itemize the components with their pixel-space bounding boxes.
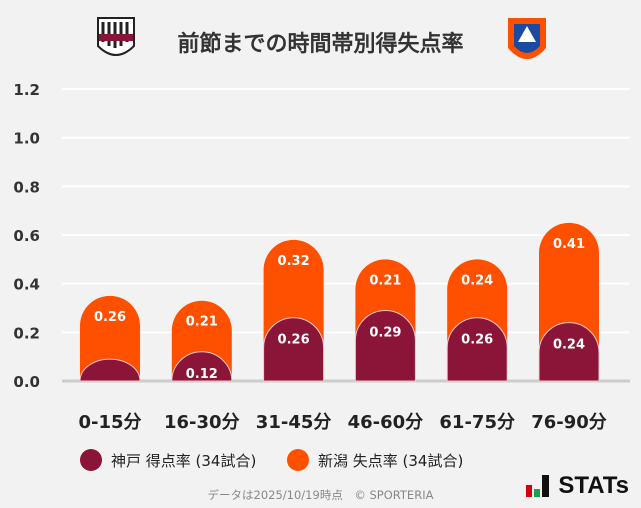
data-label-niigata: 0.24 — [461, 273, 493, 288]
legend-niigata: 新潟 失点率 (34試合) — [287, 449, 463, 471]
y-tick-label: 0.8 — [13, 178, 40, 196]
y-tick-label: 1.2 — [13, 81, 40, 99]
data-label-kobe: 0.26 — [278, 333, 310, 348]
chart-title: 前節までの時間帯別得失点率 — [177, 32, 464, 57]
bar-kobe — [354, 310, 416, 382]
x-tick-label: 46-60分 — [348, 412, 424, 433]
y-tick-label: 0.4 — [13, 276, 40, 294]
y-tick-label: 0.6 — [13, 227, 40, 245]
data-label-niigata: 0.21 — [369, 273, 401, 288]
niigata-logo — [508, 18, 546, 59]
y-tick-label: 0.2 — [13, 324, 40, 342]
data-label-niigata: 0.41 — [553, 237, 585, 252]
data-label-niigata: 0.26 — [94, 310, 126, 325]
y-tick-label: 0.0 — [13, 373, 40, 391]
bar-kobe — [79, 358, 141, 382]
x-tick-label: 31-45分 — [256, 412, 332, 433]
x-tick-label: 0-15分 — [78, 412, 141, 433]
legend-kobe: 神戸 得点率 (34試合) — [80, 449, 256, 471]
brand-text: STATs — [558, 472, 629, 499]
bar-kobe — [263, 317, 325, 382]
data-label-kobe: 0.24 — [553, 338, 585, 353]
bar-niigata — [80, 295, 140, 381]
legend-label-kobe: 神戸 得点率 (34試合) — [111, 451, 257, 470]
data-label-niigata: 0.32 — [278, 254, 310, 269]
y-tick-label: 1.0 — [13, 130, 40, 148]
stats-bars-icon — [526, 475, 550, 497]
legend-swatch-kobe — [80, 449, 102, 471]
data-label-kobe: 0.26 — [461, 333, 493, 348]
bar-kobe — [538, 322, 600, 382]
x-tick-label: 61-75分 — [439, 412, 515, 433]
legend-swatch-niigata — [287, 449, 309, 471]
data-label-kobe: 0.12 — [186, 367, 218, 382]
kobe-logo — [97, 17, 135, 56]
stats-logo: STATs — [526, 472, 629, 499]
x-tick-label: 76-90分 — [531, 412, 607, 433]
data-label-niigata: 0.21 — [186, 315, 218, 330]
legend-label-niigata: 新潟 失点率 (34試合) — [318, 451, 464, 470]
chart: 0.0 0.2 0.4 0.6 0.8 1.0 1.2 0.26 0-15分 0.21 0.12 16… — [13, 17, 630, 433]
data-label-kobe: 0.29 — [369, 325, 401, 340]
bar-kobe — [171, 351, 233, 382]
bar-kobe — [446, 317, 508, 382]
footer-note: データは2025/10/19時点 © SPORTERIA — [207, 488, 434, 502]
x-tick-label: 16-30分 — [164, 412, 240, 433]
